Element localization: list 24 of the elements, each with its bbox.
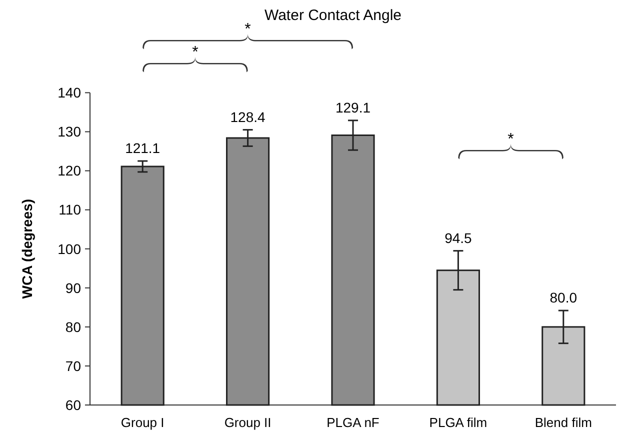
y-tick-label: 110 bbox=[58, 202, 82, 218]
x-tick-label: PLGA film bbox=[429, 415, 488, 430]
chart-title: Water Contact Angle bbox=[264, 7, 402, 24]
y-tick-label: 90 bbox=[65, 280, 82, 296]
data-label: 94.5 bbox=[444, 230, 472, 246]
text: * bbox=[244, 21, 251, 38]
y-tick-label: 120 bbox=[58, 162, 82, 179]
y-tick-label: 60 bbox=[65, 396, 82, 413]
text: * bbox=[192, 44, 198, 61]
y-tick-label: 100 bbox=[58, 240, 82, 257]
annotation: * bbox=[508, 131, 514, 148]
y-tick-label: 140 bbox=[58, 84, 82, 101]
data-label: 128.4 bbox=[230, 108, 266, 125]
x-tick-label: Group II bbox=[224, 415, 272, 430]
data-label: 129.1 bbox=[335, 99, 371, 116]
data-label: 121.1 bbox=[125, 140, 160, 156]
y-tick-label: 80 bbox=[65, 318, 82, 335]
y-tick-label: 130 bbox=[58, 124, 82, 140]
data-label: 80.0 bbox=[550, 290, 578, 306]
y-axis-title: WCA (degrees) bbox=[19, 198, 35, 299]
x-tick-label: Blend film bbox=[534, 415, 592, 430]
x-tick-label: Group I bbox=[120, 415, 164, 430]
x-tick-label: PLGA nF bbox=[326, 415, 380, 430]
y-tick-label: 70 bbox=[65, 358, 82, 374]
